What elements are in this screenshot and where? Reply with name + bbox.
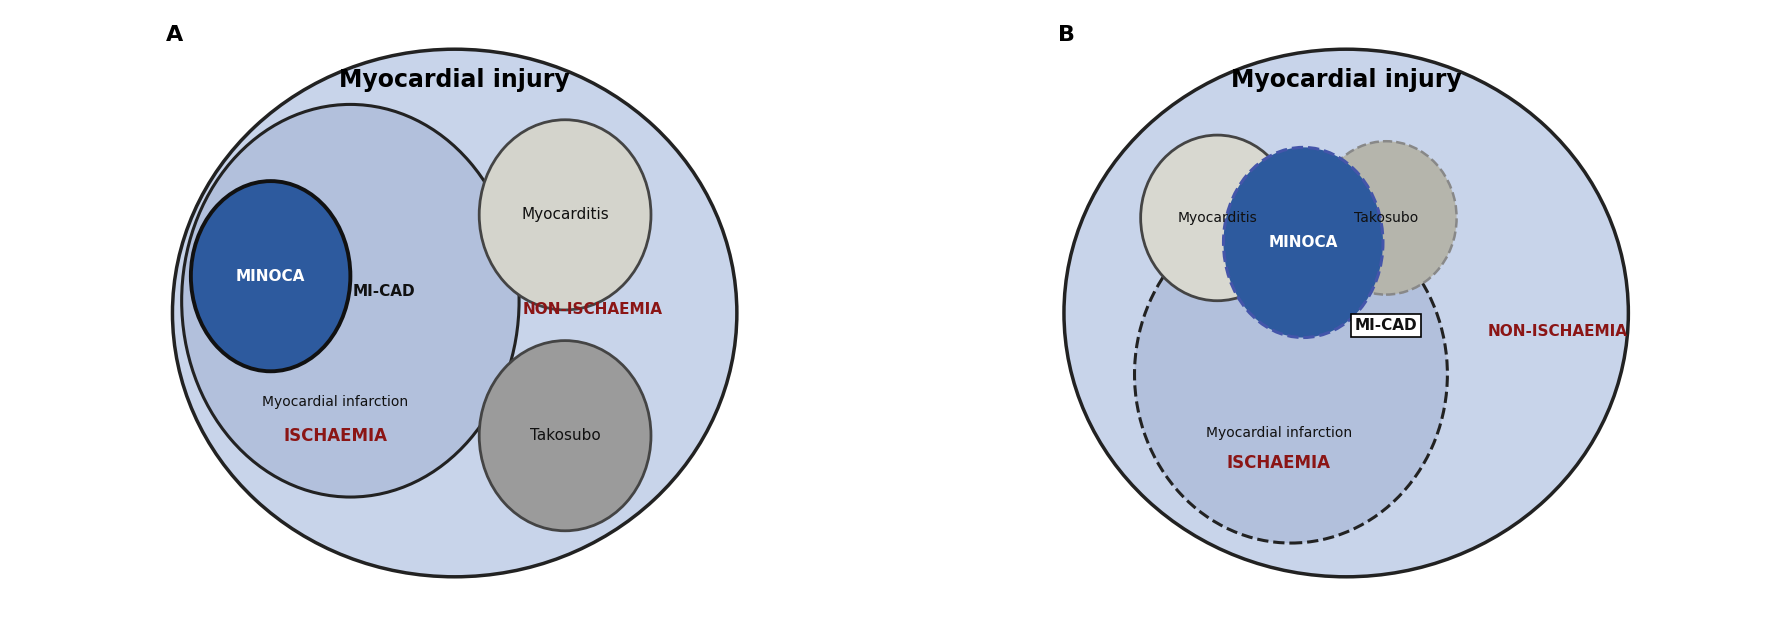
- Ellipse shape: [1140, 135, 1294, 300]
- Text: Myocardial injury: Myocardial injury: [339, 68, 570, 91]
- Ellipse shape: [1064, 49, 1627, 577]
- Text: MINOCA: MINOCA: [1267, 235, 1336, 250]
- Ellipse shape: [1222, 147, 1383, 337]
- Ellipse shape: [479, 341, 650, 531]
- Ellipse shape: [173, 49, 736, 577]
- Text: Takosubo: Takosubo: [529, 428, 601, 443]
- Ellipse shape: [1315, 141, 1456, 295]
- Text: NON-ISCHAEMIA: NON-ISCHAEMIA: [1486, 324, 1627, 339]
- Text: B: B: [1057, 24, 1075, 44]
- Text: ISCHAEMIA: ISCHAEMIA: [283, 427, 387, 444]
- Ellipse shape: [191, 181, 351, 371]
- Text: Myocarditis: Myocarditis: [1176, 211, 1256, 225]
- Ellipse shape: [479, 120, 650, 310]
- Text: Myocardial infarction: Myocardial infarction: [262, 395, 408, 409]
- Ellipse shape: [1133, 205, 1447, 543]
- Text: Myocarditis: Myocarditis: [520, 207, 609, 222]
- Text: A: A: [166, 24, 184, 44]
- Text: MI-CAD: MI-CAD: [353, 284, 415, 299]
- Text: MINOCA: MINOCA: [235, 269, 305, 284]
- Text: MI-CAD: MI-CAD: [1354, 318, 1417, 333]
- Text: NON-ISCHAEMIA: NON-ISCHAEMIA: [522, 302, 663, 317]
- Ellipse shape: [182, 105, 519, 497]
- Text: Myocardial injury: Myocardial injury: [1230, 68, 1461, 91]
- Text: Myocardial infarction: Myocardial infarction: [1205, 426, 1351, 439]
- Text: ISCHAEMIA: ISCHAEMIA: [1226, 454, 1329, 472]
- Text: Takosubo: Takosubo: [1353, 211, 1417, 225]
